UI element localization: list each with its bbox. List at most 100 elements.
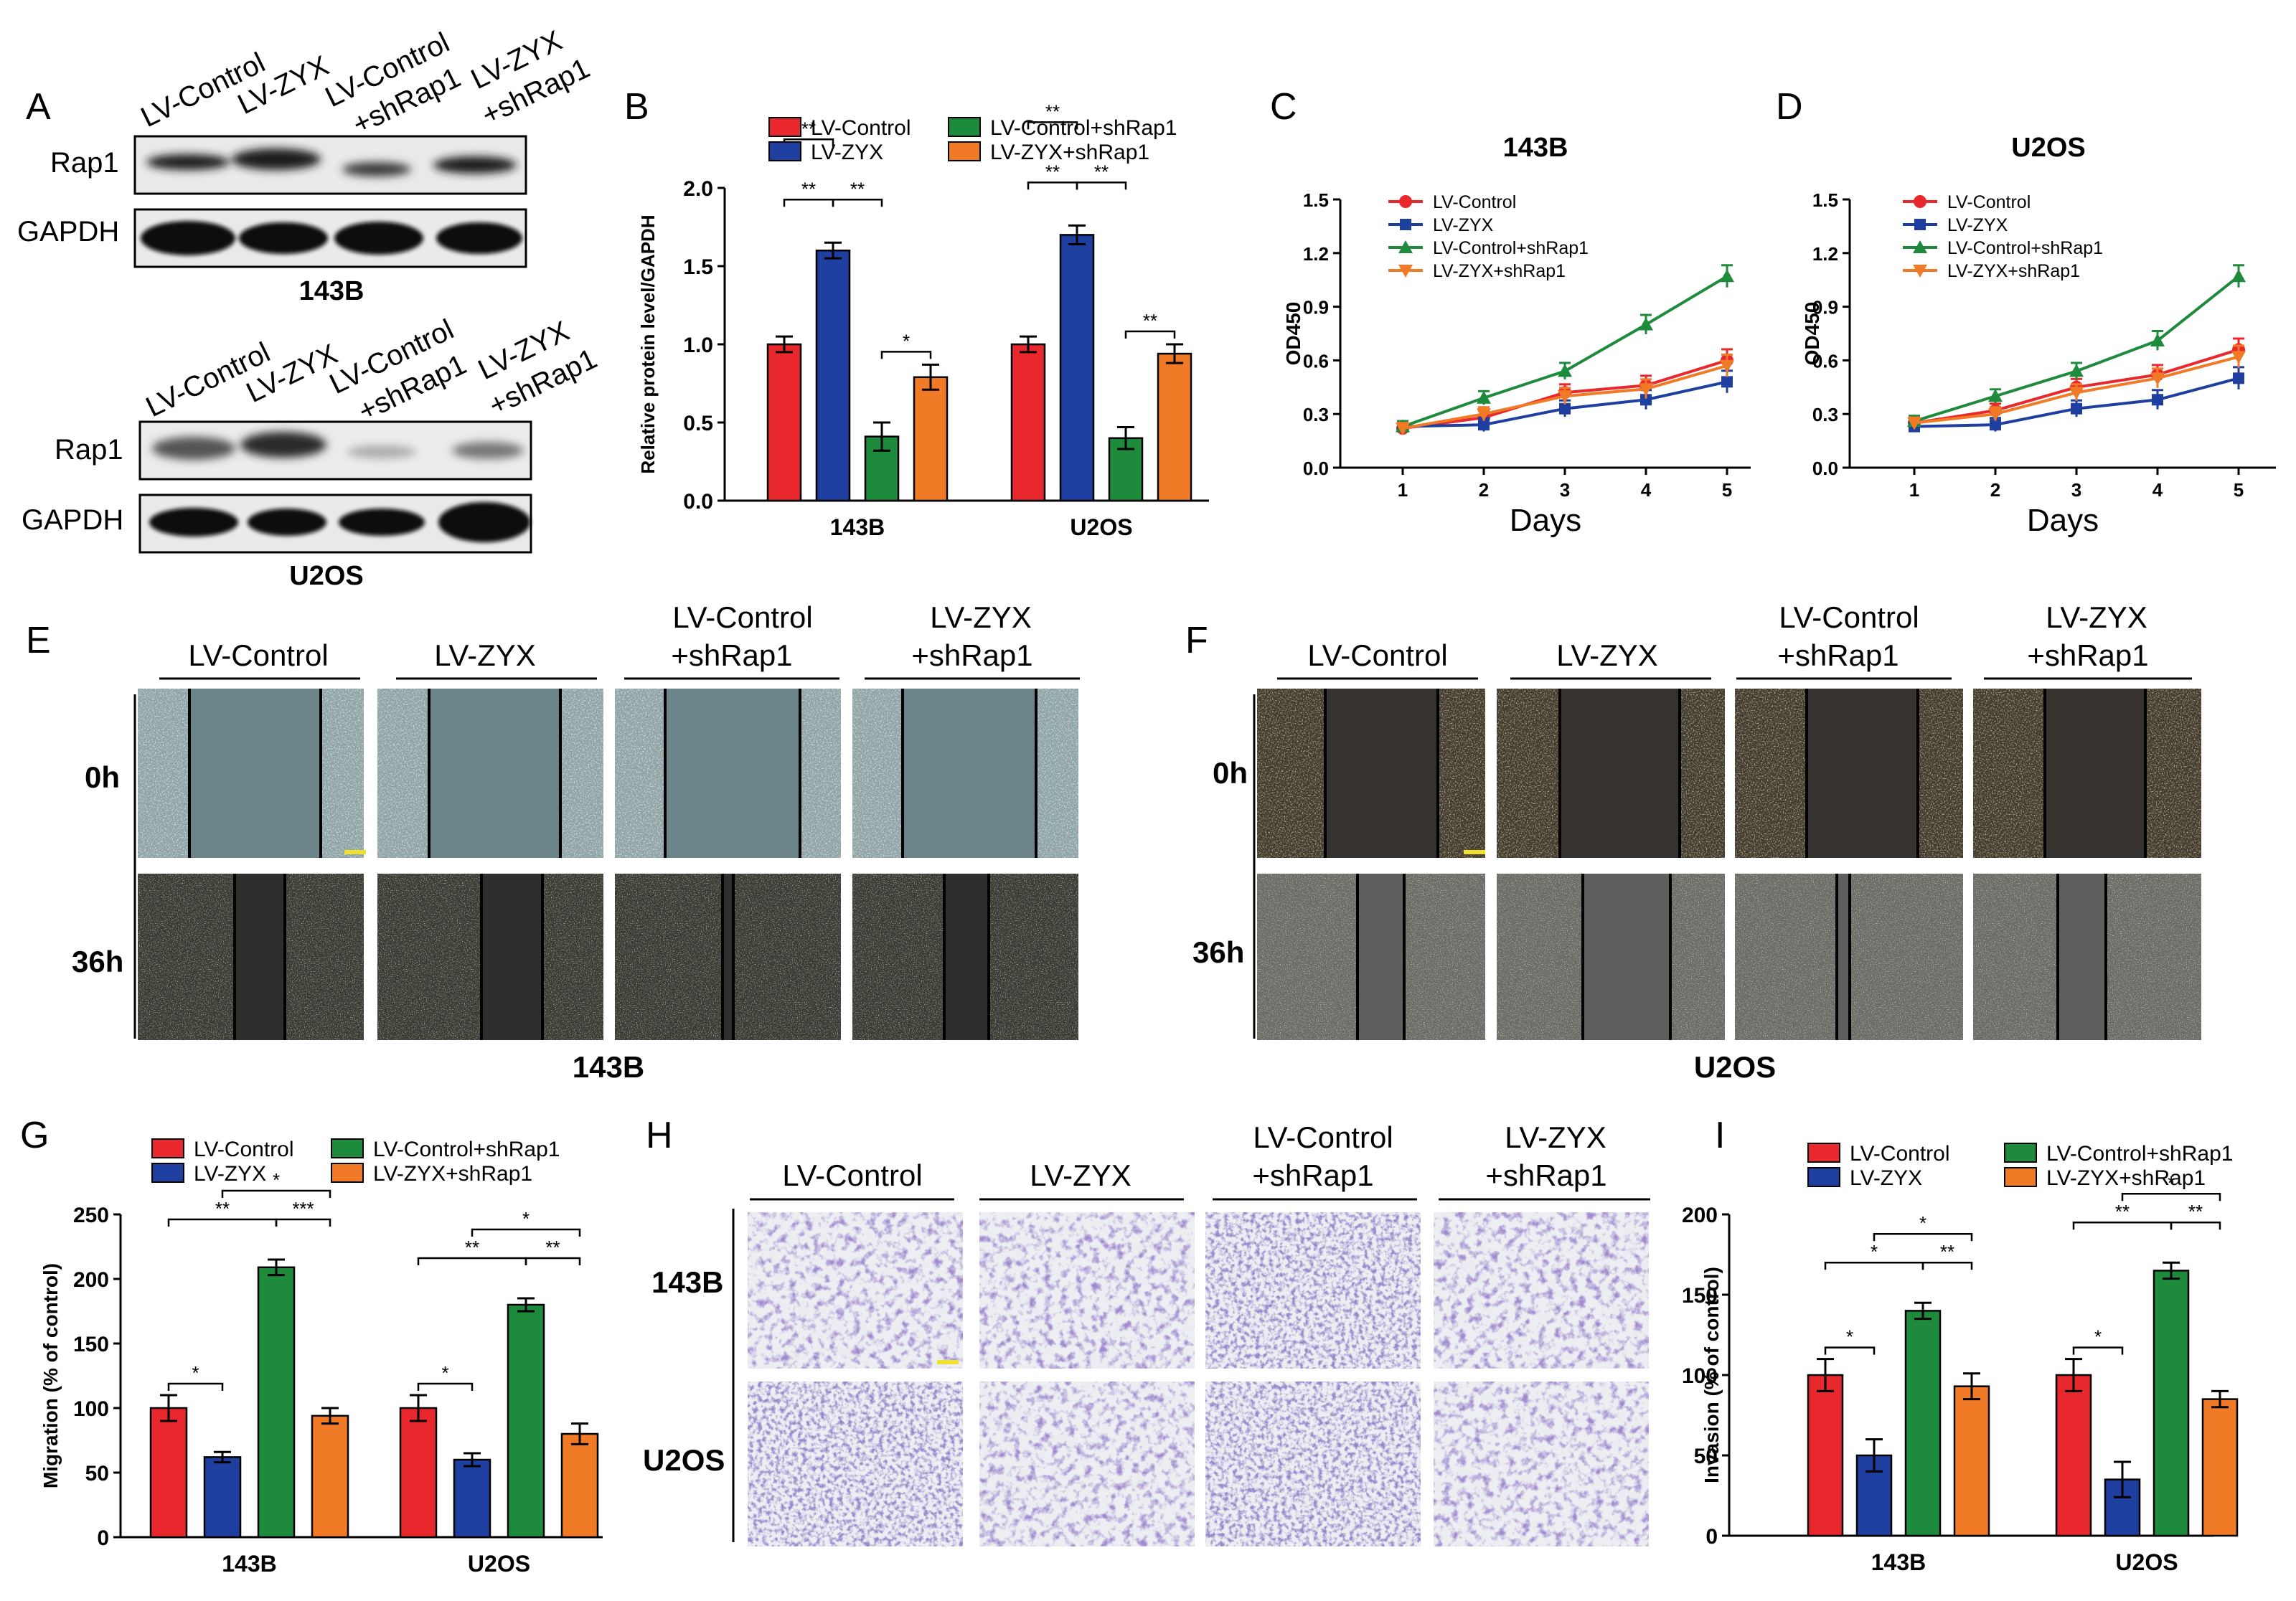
e-header-lv-zyx: LV-ZYX (434, 638, 536, 672)
data-point (1639, 317, 1653, 331)
significance-label: * (273, 1169, 280, 1191)
scale-bar (344, 850, 366, 854)
e-time-36h: 36h (72, 945, 123, 978)
panel-letter-i: I (1715, 1115, 1725, 1156)
bar (311, 1415, 349, 1539)
h-header-zyx-line2: +shRap1 (1485, 1158, 1606, 1192)
legend-label: LV-ZYX (194, 1162, 266, 1186)
legend-marker (1913, 240, 1927, 253)
legend-label: LV-ZYX+shRap1 (373, 1162, 532, 1186)
h-header-zyx-line1: LV-ZYX (1505, 1120, 1606, 1154)
scale-bar (937, 1360, 959, 1364)
data-point (1558, 364, 1572, 377)
significance-bracket (167, 1382, 224, 1391)
significance-label: * (1919, 1212, 1926, 1234)
significance-label: ** (1143, 310, 1157, 331)
significance-bracket (1027, 181, 1078, 190)
bar (1904, 1310, 1942, 1537)
significance-bracket (471, 1228, 581, 1237)
significance-bracket (1921, 1261, 1973, 1270)
significance-bracket (417, 1382, 474, 1391)
legend-label: LV-ZYX (1850, 1166, 1922, 1190)
data-point (1720, 359, 1734, 373)
bar (203, 1456, 242, 1539)
wound-images-143b (138, 689, 1078, 1040)
invaded-cells (748, 1382, 963, 1546)
significance-label: ** (2188, 1201, 2203, 1222)
panel-letter-a: A (26, 86, 51, 128)
data-point (2150, 372, 2165, 386)
legend-label: LV-Control (1433, 192, 1516, 212)
bar (2201, 1398, 2239, 1537)
bar (149, 1407, 188, 1539)
significance-label: * (192, 1362, 199, 1384)
y-tick-label: 200 (73, 1268, 109, 1292)
legend-swatch (948, 141, 981, 161)
bar (2055, 1374, 2092, 1537)
significance-label: ** (1045, 100, 1060, 122)
significance-bracket (417, 1257, 527, 1265)
data-point (1988, 408, 2003, 422)
x-tick-label: 3 (1560, 479, 1570, 501)
bar (257, 1266, 296, 1539)
significance-label: ** (1940, 1241, 1954, 1262)
y-tick-label: 1.2 (1812, 243, 1838, 265)
y-tick-label: 150 (73, 1333, 109, 1356)
wound-gap (1583, 874, 1670, 1040)
wound-images-u2os (1257, 689, 2201, 1040)
x-tick-label: 4 (1641, 479, 1652, 501)
y-tick-label: 0.5 (683, 412, 713, 435)
wound-gap (1358, 874, 1404, 1040)
bar (1059, 234, 1095, 502)
f-time-0h: 0h (1213, 756, 1248, 790)
x-axis-label: Days (1510, 503, 1581, 538)
bar (2152, 1270, 2190, 1537)
legend-swatch (151, 1138, 184, 1158)
f-cell-label: U2OS (1694, 1050, 1776, 1084)
x-category-label: U2OS (1070, 514, 1132, 540)
e-cell-label: 143B (573, 1050, 644, 1084)
e-header-lv-control: LV-Control (188, 638, 328, 672)
significance-label: ** (465, 1237, 479, 1258)
panel-letter-b: B (624, 86, 649, 128)
significance-label: * (903, 330, 910, 351)
significance-bracket (2072, 1346, 2124, 1355)
wound-gap (2045, 689, 2145, 858)
invaded-cells (979, 1212, 1195, 1369)
wound-gap (723, 874, 733, 1040)
x-category-label: 143B (830, 514, 885, 540)
f-header-zyx-line1: LV-ZYX (2046, 600, 2147, 634)
e-time-0h: 0h (85, 760, 120, 794)
invaded-cells (979, 1382, 1195, 1546)
legend-marker (1398, 240, 1413, 253)
legend-swatch (768, 141, 801, 161)
legend-label: LV-ZYX+shRap1 (990, 141, 1149, 164)
legend-marker (1914, 219, 1926, 230)
x-tick-label: 1 (1398, 479, 1408, 501)
bar (507, 1303, 545, 1539)
data-point (2231, 269, 2246, 283)
legend-marker (1398, 265, 1413, 278)
data-point (2233, 372, 2244, 384)
legend-swatch (1807, 1143, 1840, 1163)
y-axis-label: Relative protein level/GAPDH (637, 214, 659, 473)
legend-swatch (331, 1138, 364, 1158)
data-point (2231, 351, 2246, 364)
significance-label: ** (215, 1198, 230, 1219)
wound-gap (189, 689, 321, 858)
h-header-lv-zyx: LV-ZYX (1030, 1158, 1131, 1192)
y-tick-label: 0 (1705, 1525, 1718, 1549)
legend-marker (1914, 195, 1926, 208)
bar (1953, 1385, 1990, 1537)
y-axis-label: OD450 (1801, 302, 1823, 366)
h-row-u2os: U2OS (643, 1443, 725, 1477)
y-axis-label: Migration (% of control) (39, 1263, 62, 1488)
significance-bracket (2121, 1192, 2221, 1201)
significance-bracket (1124, 330, 1176, 339)
f-header-control-line1: LV-Control (1779, 600, 1919, 634)
legend-label: LV-Control+shRap1 (373, 1138, 560, 1161)
legend-swatch (948, 117, 981, 137)
y-tick-label: 50 (85, 1462, 109, 1486)
chart-c-od450-143b: 143B 0.0 0.3 0.6 0.9 1.2 1.5 1 2 3 4 5 Days OD450 LV-C… (1282, 133, 1751, 538)
